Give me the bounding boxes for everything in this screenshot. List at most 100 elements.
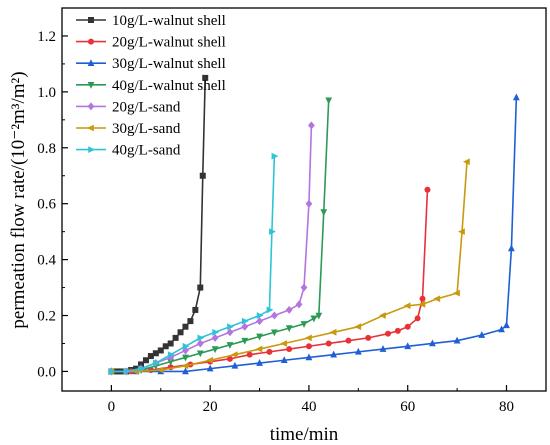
data-point: [308, 121, 315, 130]
data-point: [305, 343, 312, 350]
data-point: [138, 365, 146, 373]
data-point: [226, 328, 234, 337]
legend-swatch-marker: [88, 38, 94, 45]
data-point: [108, 368, 116, 375]
series-1: [108, 74, 209, 375]
data-point: [241, 317, 249, 325]
data-point: [345, 337, 352, 344]
data-point: [256, 312, 264, 319]
data-point: [419, 295, 426, 302]
data-point: [231, 361, 239, 369]
data-point: [462, 158, 470, 166]
series-4: [107, 97, 333, 376]
data-point: [246, 351, 253, 358]
data-point: [197, 284, 204, 291]
data-point: [256, 359, 263, 366]
data-point: [202, 74, 209, 81]
data-point: [354, 347, 362, 355]
data-point: [182, 323, 189, 330]
data-point: [187, 318, 194, 325]
legend-label: 30g/L-sand: [112, 121, 181, 137]
data-point: [320, 209, 328, 217]
data-point: [329, 328, 337, 336]
data-point: [177, 329, 184, 336]
data-point: [305, 199, 313, 208]
data-point: [433, 295, 441, 303]
data-point: [199, 172, 206, 179]
data-point: [453, 336, 461, 344]
data-point: [181, 362, 189, 370]
series-line: [111, 97, 518, 373]
y-tick-label: 0.8: [37, 141, 56, 157]
data-point: [196, 339, 204, 348]
data-point: [123, 368, 131, 375]
data-point: [512, 93, 520, 101]
x-tick-label: 80: [499, 399, 514, 415]
legend-item: 10g/L-walnut shell: [76, 13, 226, 29]
data-point: [424, 186, 431, 193]
data-point: [211, 346, 219, 354]
data-point: [269, 228, 276, 236]
data-point: [384, 330, 391, 337]
data-point: [182, 342, 190, 350]
legend-label: 40g/L-sand: [112, 143, 181, 159]
data-point: [153, 359, 160, 367]
data-point: [227, 323, 234, 331]
data-point: [167, 340, 174, 347]
data-point: [156, 366, 164, 374]
data-point: [280, 356, 288, 364]
data-point: [310, 315, 318, 323]
y-tick-label: 0.4: [37, 253, 56, 269]
x-axis: 0 20 40 60 80: [108, 385, 514, 415]
data-point: [354, 323, 362, 331]
legend-item: 30g/L-sand: [76, 121, 181, 137]
y-tick-label: 0.2: [37, 309, 56, 325]
x-tick-label: 20: [203, 399, 218, 415]
data-point: [453, 289, 460, 297]
legend-item: 40g/L-sand: [76, 143, 181, 159]
data-point: [230, 351, 238, 359]
data-point: [325, 97, 333, 105]
x-tick-label: 60: [400, 399, 415, 415]
legend-label: 40g/L-walnut shell: [112, 78, 226, 94]
data-point: [394, 327, 401, 334]
plot-frame: [61, 7, 547, 392]
data-point: [206, 364, 214, 372]
legend-label: 30g/L-walnut shell: [112, 56, 226, 72]
series-line: [111, 189, 429, 373]
data-point: [270, 329, 278, 337]
data-point: [365, 334, 372, 341]
data-point: [300, 283, 308, 292]
series-layer: [107, 74, 520, 376]
data-point: [403, 302, 411, 310]
data-point: [286, 346, 293, 353]
data-point: [182, 346, 189, 355]
y-tick-label: 0.6: [37, 197, 56, 213]
data-point: [152, 350, 159, 357]
data-point: [285, 305, 293, 314]
data-point: [196, 350, 204, 358]
legend-item: 20g/L-sand: [76, 99, 181, 115]
series-5: [107, 121, 315, 376]
data-point: [458, 228, 465, 236]
series-7: [108, 152, 279, 375]
legend-item: 30g/L-walnut shell: [76, 56, 226, 72]
data-point: [300, 321, 308, 328]
x-tick-label: 0: [108, 399, 116, 415]
legend-item: 20g/L-walnut shell: [76, 35, 226, 51]
data-point: [404, 342, 412, 350]
data-point: [226, 342, 234, 349]
series-3: [107, 93, 520, 375]
legend-swatch-marker: [88, 17, 94, 23]
data-point: [478, 331, 486, 338]
series-6: [107, 158, 470, 375]
data-point: [167, 358, 175, 366]
data-point: [138, 361, 145, 368]
legend-item: 40g/L-walnut shell: [76, 78, 226, 94]
data-point: [429, 339, 436, 347]
data-point: [295, 300, 303, 309]
series-line: [111, 161, 468, 373]
x-tick-label: 40: [301, 399, 316, 415]
legend-swatch-marker: [87, 102, 95, 111]
